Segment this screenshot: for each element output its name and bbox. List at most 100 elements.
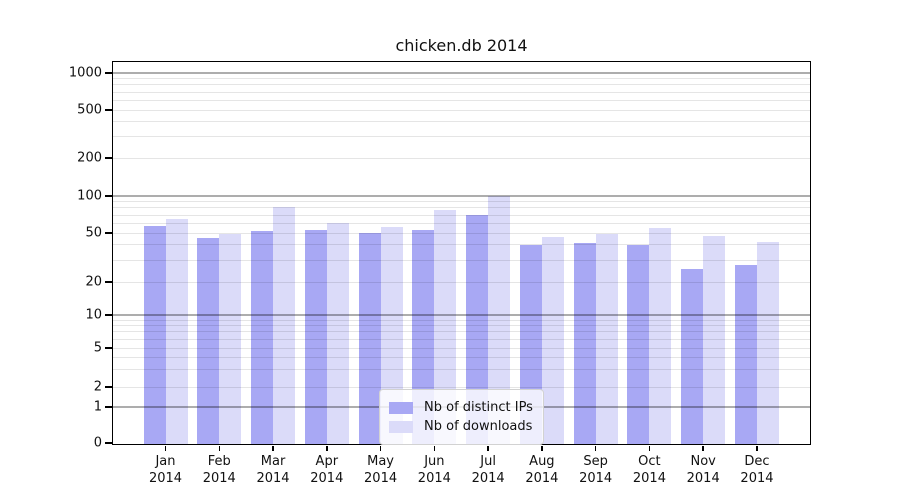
x-axis-tick-label: Jun 2014 [418, 453, 451, 487]
y-axis-tick-label: 1 [93, 399, 102, 415]
bar-distinct-ips [734, 265, 757, 444]
plot-area: Nb of distinct IPs Nb of downloads 1000 50… [69, 61, 811, 486]
y-axis-tick-label: 50 [85, 225, 102, 241]
x-axis-tick-label: Jul 2014 [472, 453, 505, 487]
x-axis-tick [218, 446, 221, 451]
month-label: Jan [155, 454, 176, 469]
x-axis-tick-label: May 2014 [364, 453, 397, 487]
x-axis-tick-label: Sep 2014 [579, 453, 612, 487]
x-axis-tick-label: Jan 2014 [149, 453, 182, 487]
x-axis-tick [541, 446, 543, 451]
month-label: Sep [583, 454, 608, 469]
y-axis-tick [105, 386, 112, 388]
y-axis-tick [105, 157, 112, 159]
bar-distinct-ips [143, 226, 166, 444]
bar-downloads [326, 223, 349, 444]
x-axis-tick [487, 446, 489, 451]
y-axis-tick [105, 232, 112, 234]
chart-title: chicken.db 2014 [395, 36, 528, 55]
y-axis-tick [105, 195, 112, 197]
x-axis-tick [379, 446, 382, 451]
bar-distinct-ips [304, 229, 327, 444]
x-axis-tick [433, 446, 436, 451]
x-axis-tick [326, 446, 328, 451]
legend-entry: Nb of distinct IPs [389, 400, 533, 415]
y-axis-tick-label: 20 [85, 274, 102, 290]
month-label: Jun [424, 454, 445, 469]
bar-downloads [434, 210, 457, 444]
year-label: 2014 [364, 471, 398, 486]
y-axis-tick [105, 442, 112, 444]
year-label: 2014 [740, 471, 774, 486]
bar-distinct-ips [466, 214, 489, 444]
x-axis-tick [272, 446, 274, 451]
bar-downloads [488, 195, 511, 444]
bar-downloads [595, 234, 618, 444]
bar-distinct-ips [627, 244, 650, 444]
month-label: Aug [529, 454, 555, 469]
month-label: Dec [744, 454, 770, 469]
x-axis-tick-label: Nov 2014 [687, 453, 720, 487]
legend-swatch [389, 420, 413, 433]
x-axis-tick [702, 446, 704, 451]
month-label: Feb [207, 454, 231, 469]
year-label: 2014 [579, 471, 613, 486]
bar-downloads [756, 242, 779, 444]
month-label: Nov [690, 454, 716, 469]
y-axis-tick-label: 10 [85, 307, 102, 323]
month-label: May [367, 454, 395, 469]
month-label: Jul [480, 454, 496, 469]
x-axis-tick [164, 446, 167, 451]
y-axis-tick [105, 281, 112, 283]
legend: Nb of distinct IPs Nb of downloads [379, 389, 544, 445]
bar-distinct-ips [573, 243, 596, 444]
x-axis-tick-label: Aug 2014 [525, 453, 558, 487]
x-axis-tick-label: Oct 2014 [633, 453, 666, 487]
bar-downloads [649, 227, 672, 444]
x-axis-tick-label: Mar 2014 [256, 453, 289, 487]
y-axis-tick-label: 5 [93, 340, 102, 356]
bar-distinct-ips [681, 268, 704, 444]
year-label: 2014 [310, 471, 344, 486]
x-axis-tick-label: Feb 2014 [203, 453, 236, 487]
legend-swatch [389, 401, 413, 414]
y-axis-tick-label: 200 [77, 150, 102, 166]
bar-downloads [541, 237, 564, 444]
year-label: 2014 [632, 471, 666, 486]
x-axis-tick-label: Dec 2014 [740, 453, 773, 487]
month-label: Oct [638, 454, 661, 469]
y-axis-tick-label: 2 [93, 379, 102, 395]
year-label: 2014 [202, 471, 236, 486]
year-label: 2014 [686, 471, 720, 486]
legend-entry: Nb of downloads [389, 419, 533, 434]
year-label: 2014 [525, 471, 559, 486]
bar-downloads [219, 234, 242, 444]
y-axis-tick [105, 406, 112, 408]
bars-layer [113, 62, 810, 444]
y-axis-tick [105, 72, 112, 74]
bar-downloads [165, 219, 188, 444]
year-label: 2014 [148, 471, 183, 486]
y-axis-tick [105, 314, 112, 316]
bar-distinct-ips [358, 232, 381, 444]
month-label: Mar [260, 454, 286, 469]
legend-label: Nb of downloads [424, 419, 533, 434]
y-axis-tick-label: 1000 [68, 65, 102, 81]
x-axis-tick [648, 446, 651, 451]
y-axis-tick-label: 0 [93, 435, 102, 451]
year-label: 2014 [471, 471, 505, 486]
y-axis-tick-label: 500 [77, 102, 102, 118]
year-label: 2014 [417, 471, 451, 486]
bar-downloads [273, 206, 296, 444]
y-axis-tick-label: 100 [77, 188, 102, 204]
bar-downloads [703, 236, 726, 444]
y-axis-tick [105, 347, 112, 349]
bar-distinct-ips [251, 230, 274, 444]
month-label: Apr [315, 454, 339, 469]
legend-label: Nb of distinct IPs [424, 400, 533, 415]
x-axis-tick-label: Apr 2014 [310, 453, 343, 487]
y-axis-tick [105, 109, 112, 111]
year-label: 2014 [256, 471, 290, 486]
x-axis-tick [594, 446, 597, 451]
